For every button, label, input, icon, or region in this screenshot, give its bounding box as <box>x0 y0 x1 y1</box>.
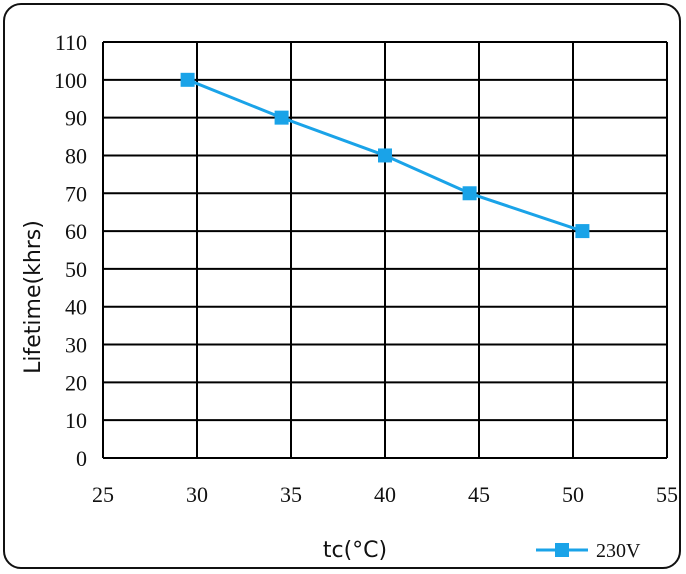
y-tick-label: 20 <box>65 370 87 395</box>
y-tick-label: 60 <box>65 219 87 244</box>
y-tick-label: 100 <box>54 68 87 93</box>
x-tick-label: 45 <box>468 482 490 507</box>
x-tick-label: 40 <box>374 482 396 507</box>
data-point <box>180 72 195 87</box>
y-tick-label: 110 <box>55 30 87 55</box>
data-point <box>575 224 590 239</box>
y-tick-label: 10 <box>65 408 87 433</box>
y-tick-label: 40 <box>65 295 87 320</box>
legend-label: 230V <box>596 540 641 562</box>
data-point <box>462 186 477 201</box>
x-tick-label: 25 <box>92 482 114 507</box>
y-axis-label: Lifetime(khrs) <box>21 220 46 374</box>
y-tick-label: 70 <box>65 181 87 206</box>
y-tick-label: 90 <box>65 106 87 131</box>
x-tick-label: 30 <box>186 482 208 507</box>
chart-frame <box>3 3 681 569</box>
grid <box>102 41 668 459</box>
y-tick-label: 50 <box>65 257 87 282</box>
y-tick-labels: 0 10 20 30 40 50 60 70 80 90 100 110 <box>54 30 87 471</box>
x-axis-label: tc(°C) <box>323 538 387 563</box>
legend: 230V <box>536 540 641 562</box>
y-tick-label: 30 <box>65 333 87 358</box>
series-group <box>180 72 590 239</box>
x-tick-label: 35 <box>280 482 302 507</box>
y-tick-label: 0 <box>76 446 87 471</box>
legend-marker <box>555 543 569 557</box>
x-tick-label: 55 <box>656 482 678 507</box>
y-tick-label: 80 <box>65 143 87 168</box>
x-tick-labels: 25 30 35 40 45 50 55 <box>92 482 678 507</box>
data-point <box>274 110 289 125</box>
x-tick-label: 50 <box>562 482 584 507</box>
data-point <box>378 148 392 163</box>
